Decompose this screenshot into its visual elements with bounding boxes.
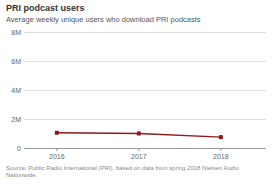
y-tick-label: 0 xyxy=(17,145,21,152)
x-tick-label: 2016 xyxy=(49,153,65,160)
subtitle: Average weekly unique users who download… xyxy=(6,15,201,24)
x-axis-line xyxy=(24,148,266,149)
x-tick xyxy=(220,148,221,151)
source: Source: Public Radio International (PRI)… xyxy=(6,165,239,178)
y-tick-label: 2M xyxy=(11,116,21,123)
y-tick-label: 8M xyxy=(11,29,21,36)
chart-container: PRI podcast users Average weekly unique u… xyxy=(0,0,274,184)
grid-line xyxy=(24,61,266,62)
grid-line xyxy=(24,119,266,120)
point xyxy=(55,131,59,135)
series xyxy=(55,131,223,139)
x-tick xyxy=(56,148,57,151)
point xyxy=(137,132,141,136)
grid-line xyxy=(24,148,266,149)
y-axis: 0 2M 4M 6M 8M xyxy=(11,29,21,152)
x-tick-label: 2018 xyxy=(213,153,229,160)
y-tick-label: 4M xyxy=(11,87,21,94)
title: PRI podcast users xyxy=(6,3,85,13)
point xyxy=(219,135,223,139)
grid xyxy=(24,32,266,148)
y-tick-label: 6M xyxy=(11,58,21,65)
grid-line xyxy=(24,32,266,33)
x-axis: 2016 2017 2018 xyxy=(24,148,266,160)
grid-line xyxy=(24,90,266,91)
chart: PRI podcast users Average weekly unique u… xyxy=(0,0,274,184)
x-tick xyxy=(138,148,139,151)
x-tick-label: 2017 xyxy=(131,153,147,160)
